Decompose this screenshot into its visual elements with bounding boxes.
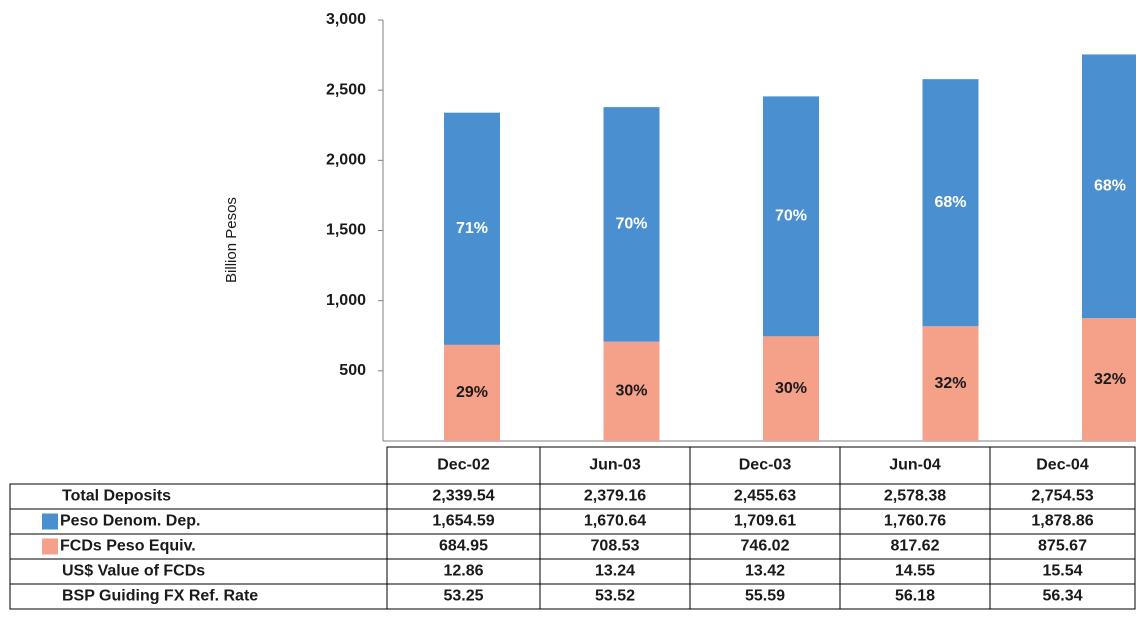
table-value: 684.95 [439,538,488,555]
bar-segment [1082,54,1136,319]
data-label: 71% [456,220,488,237]
table-value: 15.54 [1042,563,1082,580]
legend-swatch [42,538,58,555]
y-tick-label: 3,000 [326,11,366,28]
y-axis-title: Billion Pesos [223,197,240,283]
x-tick-label: Dec-02 [437,457,490,474]
bar-segment [763,336,819,441]
y-tick-label: 500 [339,362,366,379]
data-label: 29% [456,384,488,401]
x-tick-label: Jun-04 [889,457,941,474]
bar-segment [603,341,660,441]
table-value: 1,878.86 [1031,513,1093,530]
table-value: 2,379.16 [584,488,646,505]
row-label: US$ Value of FCDs [62,563,205,580]
table-value: 746.02 [741,538,790,555]
table-value: 2,339.54 [432,488,494,505]
data-label: 68% [934,194,966,211]
data-label: 32% [934,375,966,392]
row-label: BSP Guiding FX Ref. Rate [62,588,258,605]
y-tick-label: 2,000 [326,152,366,169]
data-label: 70% [775,208,807,225]
table-value: 13.24 [595,563,635,580]
legend-label: FCDs Peso Equiv. [60,538,196,555]
y-tick-label: 1,000 [326,292,366,309]
data-label: 70% [615,216,647,233]
x-tick-label: Dec-04 [1036,457,1089,474]
table-value: 14.55 [895,563,935,580]
table-value: 1,654.59 [432,513,494,530]
table-value: 13.42 [745,563,785,580]
table-value: 53.25 [443,588,483,605]
legend-swatch [42,513,58,530]
bar-segment [922,79,979,327]
x-tick-label: Dec-03 [739,457,792,474]
bar-segment [1082,318,1136,441]
table-value: 53.52 [595,588,635,605]
table-value: 2,754.53 [1031,488,1093,505]
bar-segment [922,326,979,441]
bar-segment [603,107,660,342]
table-value: 1,670.64 [584,513,646,530]
table-value: 12.86 [443,563,483,580]
data-label: 30% [615,383,647,400]
data-label: 68% [1094,177,1126,194]
table-value: 875.67 [1038,538,1087,555]
row-label: Total Deposits [62,488,171,505]
y-tick-label: 1,500 [326,222,366,239]
table-value: 55.59 [745,588,785,605]
y-tick-label: 2,500 [326,81,366,98]
bar-segment [444,344,500,441]
x-tick-label: Jun-03 [589,457,641,474]
bar-segment [763,96,819,337]
table-value: 56.34 [1042,588,1082,605]
table-value: 817.62 [891,538,940,555]
table-value: 1,709.61 [734,513,796,530]
table-value: 2,455.63 [734,488,796,505]
legend-label: Peso Denom. Dep. [60,513,200,530]
table-value: 56.18 [895,588,935,605]
table-value: 1,760.76 [884,513,946,530]
data-label: 32% [1094,371,1126,388]
table-value: 708.53 [591,538,640,555]
table-cell [989,583,1136,610]
table-value: 2,578.38 [884,488,946,505]
data-label: 30% [775,380,807,397]
bar-segment [444,112,500,345]
